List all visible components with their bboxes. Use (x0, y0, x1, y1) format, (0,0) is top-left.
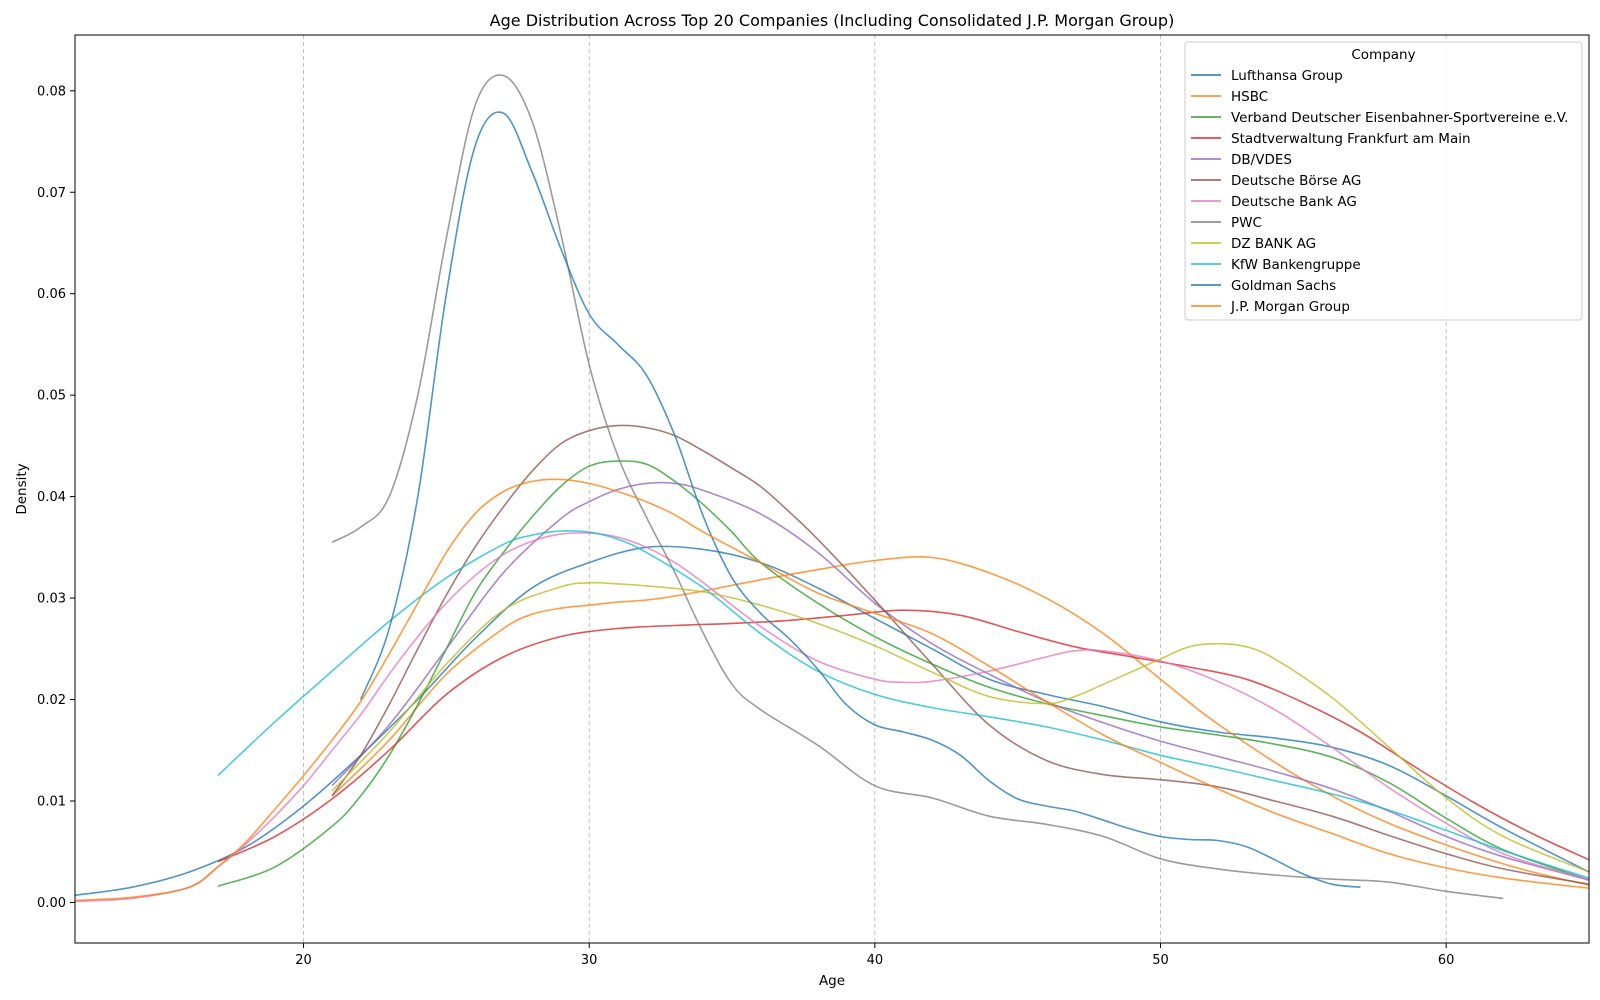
legend-label: DB/VDES (1231, 152, 1292, 168)
series-line (217, 530, 1590, 879)
legend-label: DZ BANK AG (1231, 236, 1316, 252)
y-tick-label: 0.04 (37, 490, 66, 505)
y-axis-label: Density (14, 463, 30, 514)
series-line (217, 609, 1590, 863)
legend-label: PWC (1231, 215, 1262, 231)
legend-label: Lufthansa Group (1231, 68, 1343, 84)
legend-label: Goldman Sachs (1231, 278, 1336, 294)
y-axis: 0.00 0.01 0.02 0.03 0.04 0.05 0.06 0.07 0.08 (37, 84, 75, 911)
y-tick-label: 0.07 (37, 186, 66, 201)
series-line (331, 581, 1590, 873)
legend-label: Verband Deutscher Eisenbahner-Sportverei… (1231, 110, 1568, 126)
legend-label: HSBC (1231, 89, 1268, 105)
series-line (359, 111, 1361, 888)
x-tick-label: 20 (295, 953, 312, 968)
x-tick-label: 50 (1152, 953, 1169, 968)
x-tick-label: 30 (581, 953, 598, 968)
y-tick-label: 0.06 (37, 287, 66, 302)
series-line (217, 460, 1590, 887)
y-tick-label: 0.02 (37, 693, 66, 708)
legend-label: Stadtverwaltung Frankfurt am Main (1231, 131, 1471, 147)
series-line (331, 74, 1504, 900)
legend: Company Lufthansa Group HSBC Verband Deuts… (1184, 41, 1583, 321)
y-tick-label: 0.08 (37, 84, 66, 99)
y-tick-label: 0.03 (37, 592, 66, 607)
x-tick-label: 60 (1438, 953, 1455, 968)
y-tick-label: 0.01 (37, 794, 66, 809)
x-axis-label: Age (819, 973, 845, 989)
legend-title: Company (1351, 47, 1415, 63)
series-line (74, 478, 1590, 902)
series-line (74, 545, 1590, 897)
y-tick-label: 0.05 (37, 389, 66, 404)
series-line (74, 532, 1590, 903)
legend-label: KfW Bankengruppe (1231, 257, 1361, 273)
x-axis: 20 30 40 50 60 (295, 943, 1454, 968)
series-line (331, 556, 1590, 886)
plot-frame (74, 34, 1590, 944)
x-tick-label: 40 (867, 953, 884, 968)
legend-label: Deutsche Bank AG (1231, 194, 1357, 210)
chart-title: Age Distribution Across Top 20 Companies… (490, 11, 1175, 30)
series-line (331, 424, 1590, 885)
y-tick-label: 0.00 (37, 896, 66, 911)
legend-label: J.P. Morgan Group (1230, 299, 1350, 315)
legend-label: Deutsche Börse AG (1231, 173, 1361, 189)
legend-box (1184, 41, 1583, 321)
series-lines (74, 74, 1590, 903)
grid-lines (303, 35, 1447, 943)
series-line (331, 481, 1590, 881)
